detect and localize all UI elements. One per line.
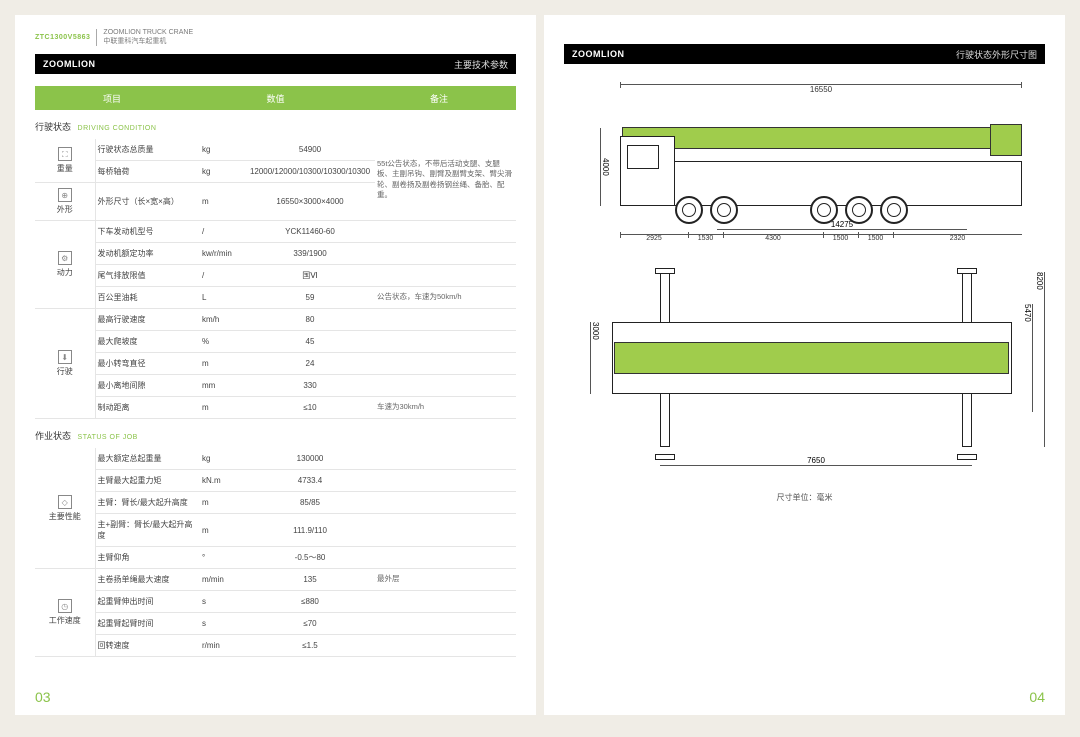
page-number-right: 04 xyxy=(564,689,1045,705)
table-row: 主臂最大起重力矩kN.m4733.4 xyxy=(35,470,516,492)
section-job: 作业状态 STATUS OF JOB xyxy=(35,419,516,448)
table-row: 起重臂伸出时间s≤880 xyxy=(35,591,516,613)
title-left: 主要技术参数 xyxy=(454,58,508,71)
outrigger-pad xyxy=(957,268,977,274)
sec2-en: STATUS OF JOB xyxy=(78,434,138,441)
left-header-bar: ZOOMLION 主要技术参数 xyxy=(35,54,516,74)
dim-top-width: 3000 xyxy=(590,322,600,394)
table-row: 尾气排放限值/国Ⅵ xyxy=(35,265,516,287)
table-row: 最大爬坡度%45 xyxy=(35,331,516,353)
brand-right: ZOOMLION xyxy=(572,49,625,59)
table-row: 主臂仰角°-0.5～80 xyxy=(35,547,516,569)
brand-left: ZOOMLION xyxy=(43,59,96,69)
drive-icon: ⬇ xyxy=(58,350,72,364)
sec1-en: DRIVING CONDITION xyxy=(78,125,157,132)
unit-note: 尺寸单位：毫米 xyxy=(572,492,1037,503)
col-value: 数值 xyxy=(189,86,362,110)
page-number-left: 03 xyxy=(35,689,516,705)
speed-icon: ◷ xyxy=(58,599,72,613)
table-row: 发动机额定功率kw/r/min339/1900 xyxy=(35,243,516,265)
dim-out2: 8200 xyxy=(1035,272,1045,447)
crane-side-view: 16550 4000 14275 2925 1530 4300 1500 150… xyxy=(572,84,1037,244)
crane-top-view: 3000 5470 8200 7650 xyxy=(572,264,1037,464)
cat-speed: ◷工作速度 xyxy=(35,569,95,657)
weight-icon: ⛶ xyxy=(58,147,72,161)
column-header-row: 项目 数值 备注 xyxy=(35,86,516,110)
note-2: 公告状态，车速为50km/h xyxy=(375,287,516,309)
top-sub-en: ZOOMLION TRUCK CRANE xyxy=(103,29,193,36)
left-page: ZTC1300V5863 ZOOMLION TRUCK CRANE 中联重科汽车… xyxy=(15,15,536,715)
table-row: 百公里油耗L59公告状态，车速为50km/h xyxy=(35,287,516,309)
dim-wheelbase: 14275 xyxy=(717,220,967,230)
note-4: 最外层 xyxy=(375,569,516,591)
wheel xyxy=(675,196,703,224)
top-sub: ZOOMLION TRUCK CRANE 中联重科汽车起重机 xyxy=(96,29,193,46)
table-row: ⬇行驶 最高行驶速度km/h80 xyxy=(35,309,516,331)
cat-drive: ⬇行驶 xyxy=(35,309,95,419)
shape-icon: ⊕ xyxy=(58,188,72,202)
table-row: 起重臂起臂时间s≤70 xyxy=(35,613,516,635)
cat-power: ⚙动力 xyxy=(35,221,95,309)
dim-out1: 5470 xyxy=(1023,304,1033,412)
specs-table-job: ◇主要性能 最大额定总起重量kg130000 主臂最大起重力矩kN.m4733.… xyxy=(35,448,516,657)
table-row: ⚙动力 下车发动机型号/YCK11460-60 xyxy=(35,221,516,243)
table-row: 回转速度r/min≤1.5 xyxy=(35,635,516,657)
title-right: 行驶状态外形尺寸图 xyxy=(956,48,1037,61)
specs-table-driving: ⛶重量 行驶状态总质量kg54900 55t公告状态，不带后活动支腿、支腿板、主… xyxy=(35,139,516,419)
section-driving: 行驶状态 DRIVING CONDITION xyxy=(35,110,516,139)
right-header-bar: ZOOMLION 行驶状态外形尺寸图 xyxy=(564,44,1045,64)
perf-icon: ◇ xyxy=(58,495,72,509)
table-row: 主+副臂：臂长/最大起升高度m111.9/110 xyxy=(35,514,516,547)
outrigger-pad xyxy=(655,268,675,274)
top-sub-zh: 中联重科汽车起重机 xyxy=(103,38,166,45)
power-icon: ⚙ xyxy=(58,251,72,265)
right-page: . ZOOMLION 行驶状态外形尺寸图 16550 4000 14275 29… xyxy=(544,15,1065,715)
cat-shape: ⊕外形 xyxy=(35,183,95,221)
note-3: 车速为30km/h xyxy=(375,397,516,419)
table-row: ⛶重量 行驶状态总质量kg54900 55t公告状态，不带后活动支腿、支腿板、主… xyxy=(35,139,516,161)
cat-perf: ◇主要性能 xyxy=(35,448,95,569)
cab xyxy=(620,136,675,206)
diagrams-area: 16550 4000 14275 2925 1530 4300 1500 150… xyxy=(564,64,1045,689)
col-note: 备注 xyxy=(362,86,516,110)
dim-height: 4000 xyxy=(600,128,610,206)
top-line: ZTC1300V5863 ZOOMLION TRUCK CRANE 中联重科汽车… xyxy=(35,29,516,46)
table-row: 主臂：臂长/最大起升高度m85/85 xyxy=(35,492,516,514)
dim-axle-group: 2925 1530 4300 1500 1500 2320 xyxy=(620,234,1022,242)
table-row: ◷工作速度 主卷扬单绳最大速度m/min135最外层 xyxy=(35,569,516,591)
sec2-zh: 作业状态 xyxy=(35,431,71,441)
dim-total-length: 16550 xyxy=(620,84,1022,94)
sec1-zh: 行驶状态 xyxy=(35,122,71,132)
table-row: ◇主要性能 最大额定总起重量kg130000 xyxy=(35,448,516,470)
table-row: 最小转弯直径m24 xyxy=(35,353,516,375)
model-code: ZTC1300V5863 xyxy=(35,34,90,41)
table-row: 最小离地间隙mm330 xyxy=(35,375,516,397)
boom-top xyxy=(614,342,1009,374)
table-row: 制动距离m≤10车速为30km/h xyxy=(35,397,516,419)
cat-weight: ⛶重量 xyxy=(35,139,95,183)
boom-side xyxy=(622,127,1022,149)
note-1: 55t公告状态，不带后活动支腿、支腿板、主副吊钩、副臂及副臂支架、臂尖滑轮、副卷… xyxy=(375,139,516,221)
dim-out-length: 7650 xyxy=(660,456,972,466)
col-item: 项目 xyxy=(35,86,189,110)
